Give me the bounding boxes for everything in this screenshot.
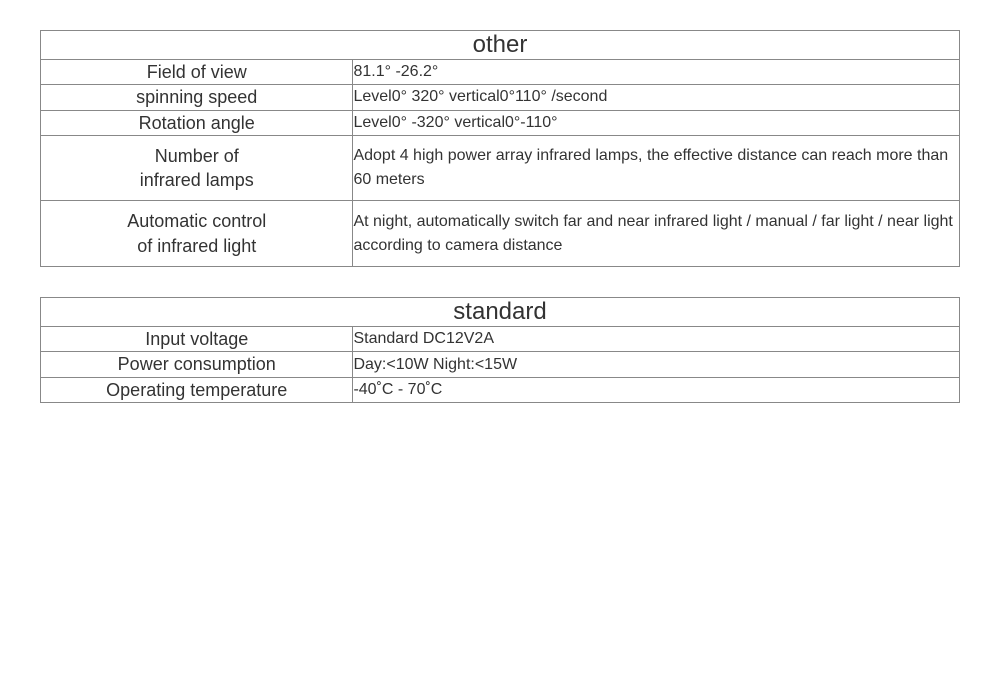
table-header: standard [41,298,960,327]
spec-label: Operating temperature [41,377,353,402]
spec-label: Rotation angle [41,110,353,135]
spec-label: Number ofinfrared lamps [41,135,353,201]
table-row: Input voltageStandard DC12V2A [41,327,960,352]
spec-value: Adopt 4 high power array infrared lamps,… [353,135,960,201]
spec-value: Level0° -320° vertical0°-110° [353,110,960,135]
spec-value: -40˚C - 70˚C [353,377,960,402]
spec-value: Level0° 320° vertical0°110° /second [353,85,960,110]
spec-value: Standard DC12V2A [353,327,960,352]
table-row: Operating temperature-40˚C - 70˚C [41,377,960,402]
spec-value: 81.1° -26.2° [353,60,960,85]
spec-label: Field of view [41,60,353,85]
table-row: Rotation angleLevel0° -320° vertical0°-1… [41,110,960,135]
spec-table-0: otherField of view81.1° -26.2°spinning s… [40,30,960,267]
spec-label: Power consumption [41,352,353,377]
table-row: Automatic controlof infrared lightAt nig… [41,201,960,267]
table-row: Field of view81.1° -26.2° [41,60,960,85]
spec-table-1: standardInput voltageStandard DC12V2APow… [40,297,960,403]
tables-container: otherField of view81.1° -26.2°spinning s… [40,30,960,403]
table-row: Number ofinfrared lampsAdopt 4 high powe… [41,135,960,201]
spec-label: Input voltage [41,327,353,352]
spec-value: At night, automatically switch far and n… [353,201,960,267]
table-header: other [41,31,960,60]
spec-value: Day:<10W Night:<15W [353,352,960,377]
spec-label: spinning speed [41,85,353,110]
table-row: spinning speedLevel0° 320° vertical0°110… [41,85,960,110]
spec-label: Automatic controlof infrared light [41,201,353,267]
table-row: Power consumptionDay:<10W Night:<15W [41,352,960,377]
